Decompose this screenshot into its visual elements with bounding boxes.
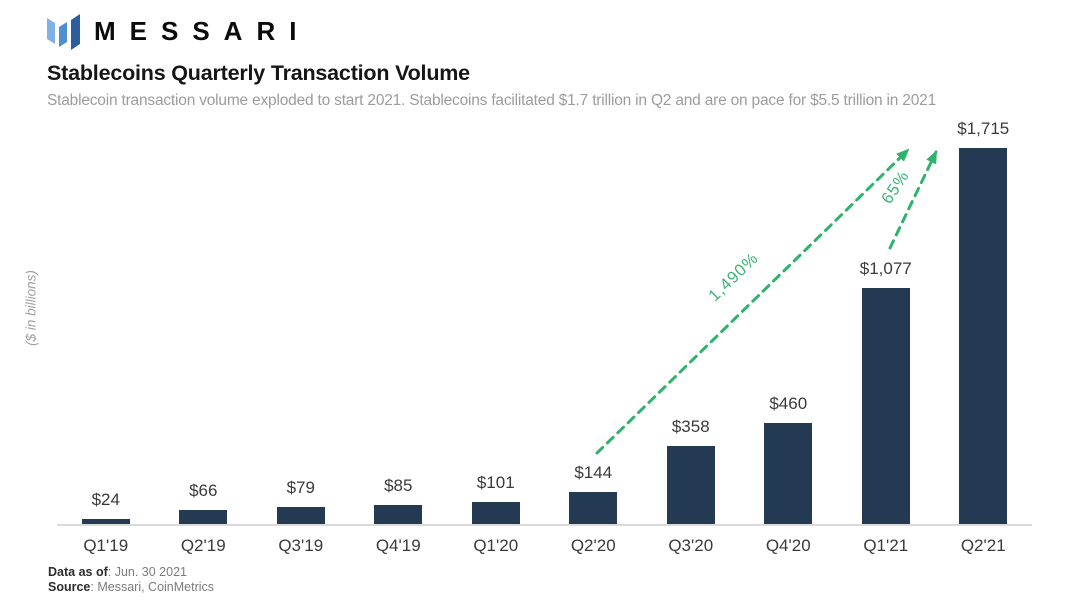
bar <box>276 506 325 524</box>
x-axis-tick: Q3'19 <box>278 536 324 555</box>
data-as-of-value: : Jun. 30 2021 <box>107 565 187 579</box>
data-as-of-line: Data as of: Jun. 30 2021 <box>48 565 214 580</box>
source-value: : Messari, CoinMetrics <box>90 580 215 595</box>
data-as-of-label: Data as of <box>48 565 108 579</box>
bar-value-label: $144 <box>574 463 613 483</box>
bar <box>959 148 1008 524</box>
bar-value-label: $358 <box>671 416 710 436</box>
x-axis-tick: Q3'20 <box>668 536 714 555</box>
bar-value-label: $79 <box>286 477 315 497</box>
messari-logo-icon <box>47 14 80 50</box>
bar-column-Q1-19: $24 <box>57 148 155 524</box>
bar-value-label: $101 <box>476 472 515 492</box>
bar <box>374 505 423 524</box>
chart-subtitle: Stablecoin transaction volume exploded t… <box>47 92 936 109</box>
x-axis-tick: Q4'19 <box>375 536 421 555</box>
bar-value-label: $1,077 <box>859 258 912 278</box>
x-axis-tick: Q4'20 <box>765 536 811 555</box>
bar <box>81 518 130 524</box>
bar-value-label: $24 <box>91 489 120 509</box>
bar <box>861 287 910 524</box>
brand-wordmark: MESSARI <box>94 16 311 46</box>
bar-value-label: $460 <box>769 394 808 414</box>
bar-column-Q2-19: $66 <box>155 148 253 524</box>
header: MESSARI Stablecoins Quarterly Transactio… <box>47 12 936 110</box>
source-line: Source: Messari, CoinMetrics <box>48 580 214 595</box>
page-title: Stablecoins Quarterly Transaction Volume <box>47 61 470 85</box>
x-axis-tick: Q1'21 <box>863 536 909 555</box>
y-axis-label: ($ in billions) <box>23 270 39 346</box>
bar <box>471 501 520 524</box>
x-axis-tick: Q1'19 <box>83 536 129 555</box>
footer: Data as of: Jun. 30 2021 Source: Messari… <box>48 565 214 596</box>
bar-column-Q3-19: $79 <box>252 148 350 524</box>
bar-column-Q4-20: $460 <box>740 148 838 524</box>
bar-value-label: $1,715 <box>957 119 1010 138</box>
bar <box>179 509 228 524</box>
source-label: Source <box>48 580 91 595</box>
x-axis-row: Q1'19 Q2'19 Q3'19 Q4'19 Q1'20 Q2'20 Q3'20 Q4'20… <box>57 536 1032 556</box>
bar-column-Q2-20: $144 <box>545 148 643 524</box>
x-axis-tick: Q2'21 <box>960 536 1006 555</box>
bar-column-Q1-20: $101 <box>447 148 545 524</box>
bar-value-label: $66 <box>189 480 218 500</box>
x-axis-tick: Q2'19 <box>180 536 226 555</box>
x-axis-tick: Q1'20 <box>473 536 519 555</box>
bar-column-Q2-21: $1,715 <box>935 119 1033 524</box>
brand-row: MESSARI <box>47 12 936 52</box>
x-axis-tick: Q2'20 <box>570 536 616 555</box>
bar-column-Q4-19: $85 <box>350 148 448 524</box>
bar-column-Q1-21: $1,077 <box>837 148 935 524</box>
bar <box>666 445 715 524</box>
bar-value-label: $85 <box>384 476 413 496</box>
bar-column-Q3-20: $358 <box>642 148 740 524</box>
bar <box>764 423 813 524</box>
bar <box>569 492 618 524</box>
bars-area: $24 $66 $79 $85 $101 $144 $358 $460 $1,077 $1,715 <box>57 119 1033 526</box>
